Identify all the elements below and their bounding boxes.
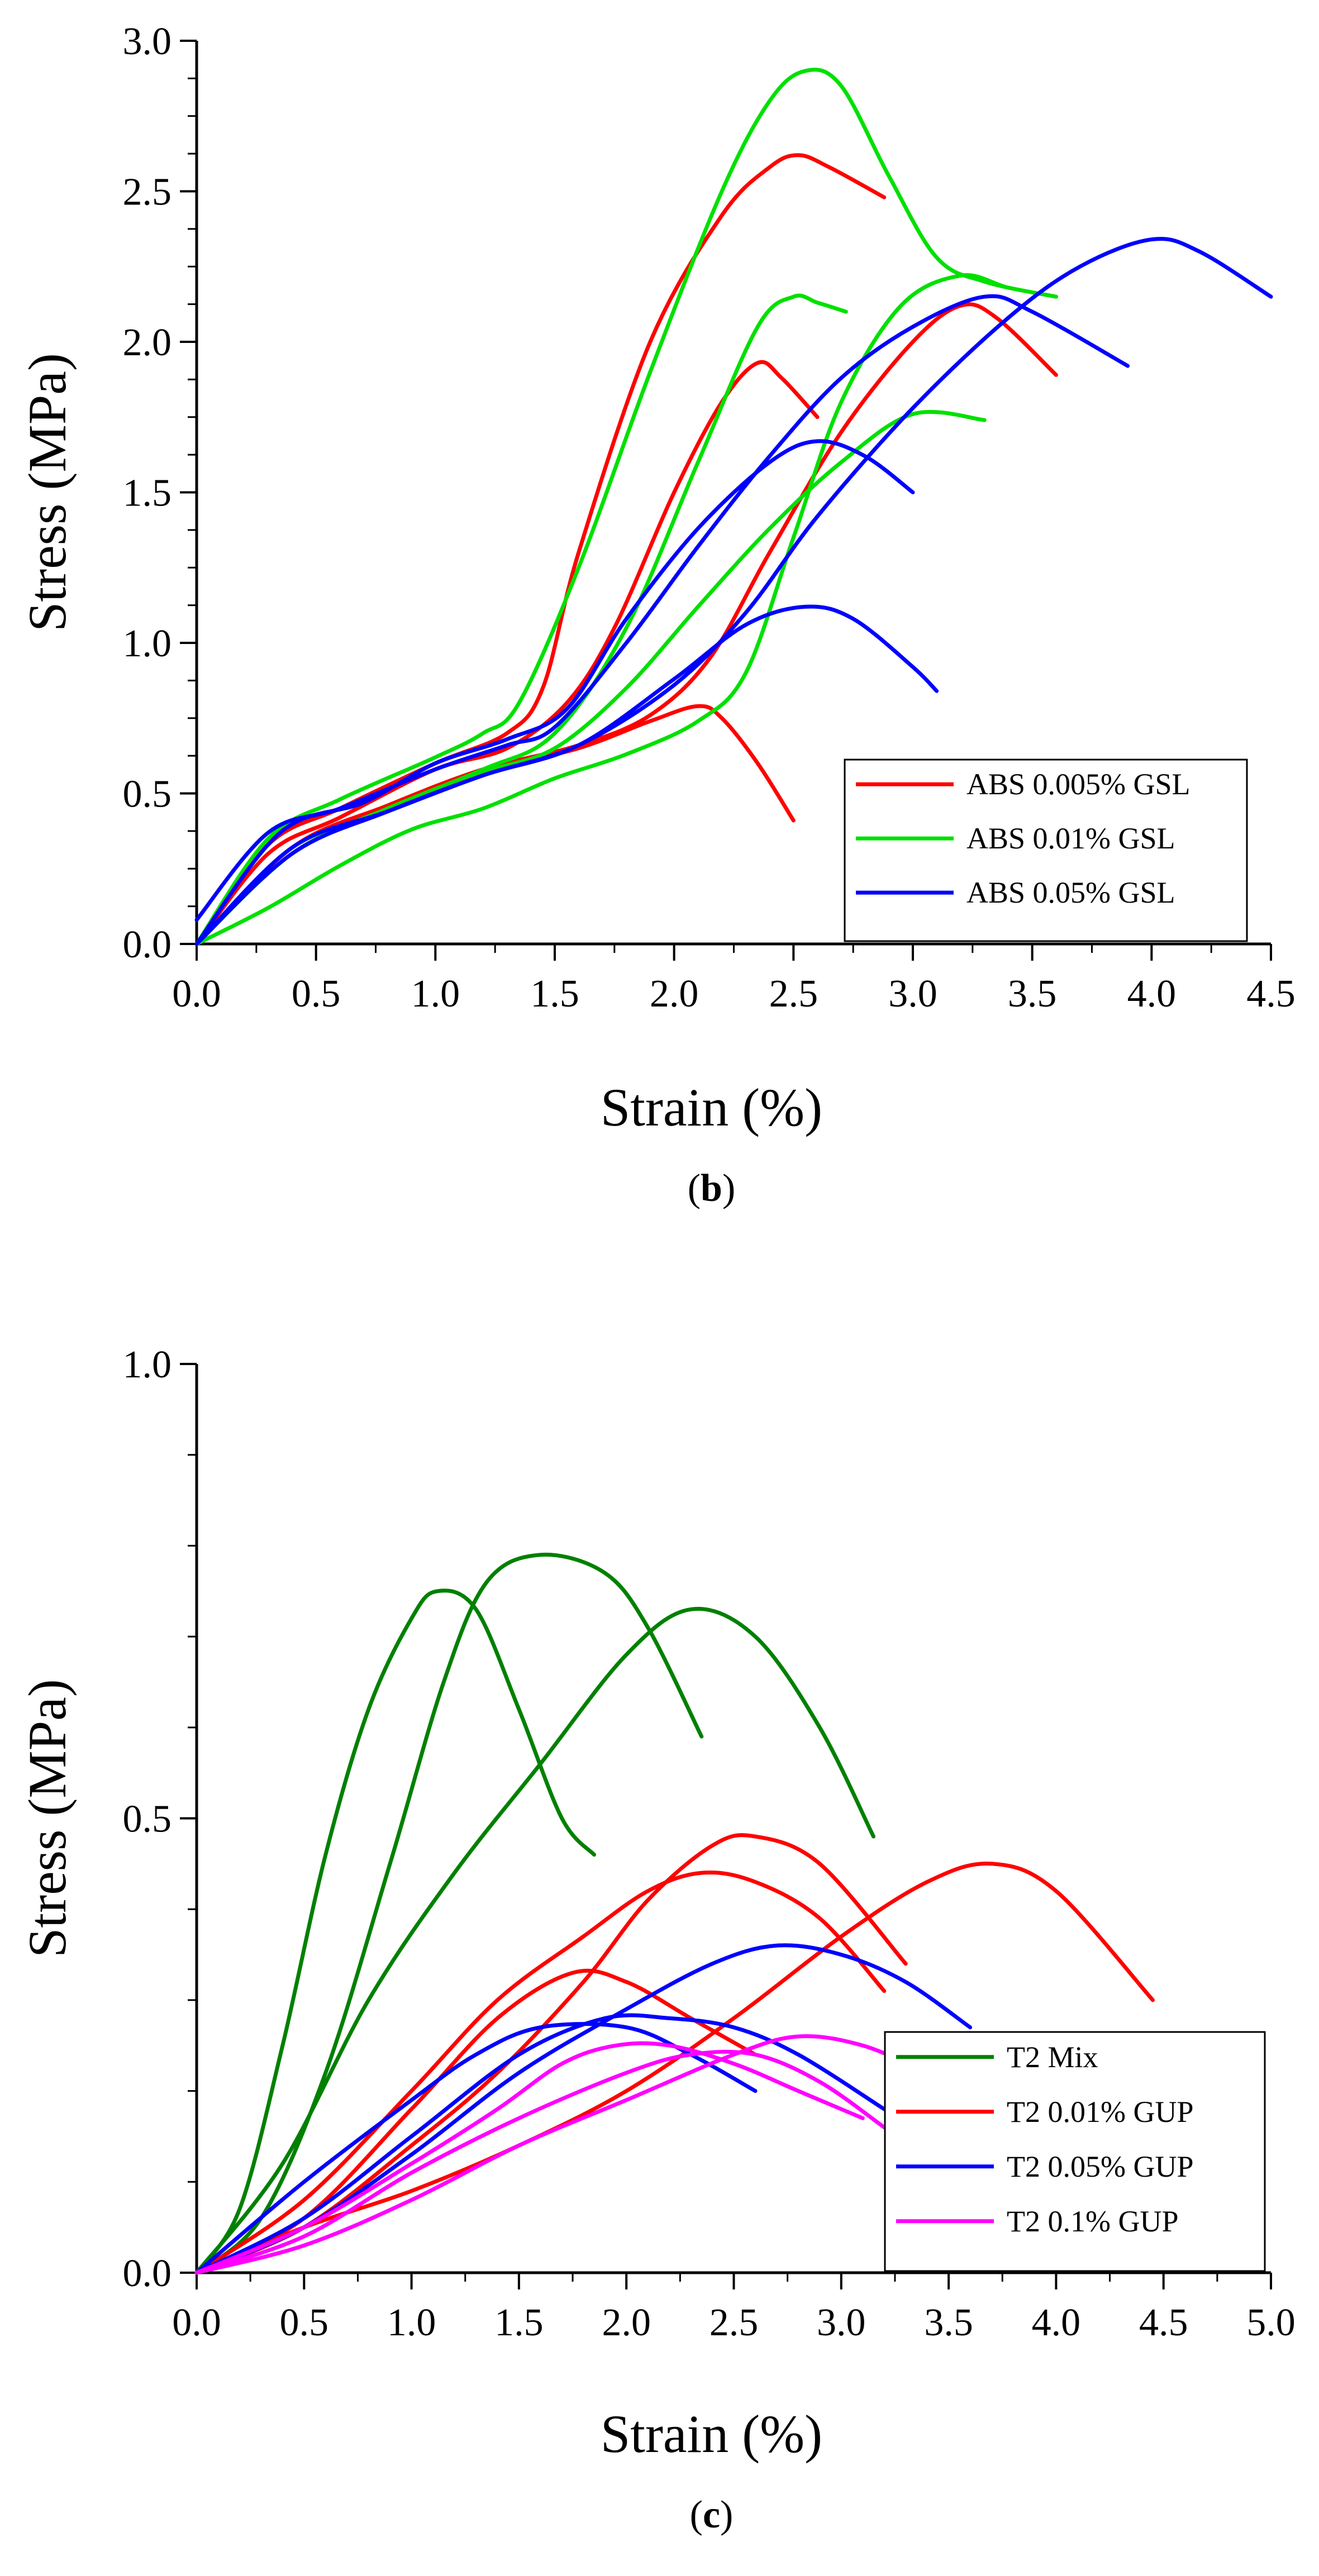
panel-label: (b) [688,1167,736,1210]
y-axis-title: Stress (MPa) [17,353,77,632]
y-tick-label: 0.5 [123,1798,172,1841]
legend-label: ABS 0.005% GSL [966,767,1191,801]
x-tick-label: 1.0 [411,972,460,1015]
legend-label: T2 Mix [1007,2040,1098,2074]
x-tick-label: 4.5 [1139,2301,1188,2344]
legend-box [884,2031,1266,2272]
legend-label: T2 0.01% GUP [1007,2095,1194,2129]
x-tick-label: 0.0 [172,972,221,1015]
x-tick-label: 4.0 [1032,2301,1081,2344]
series-line [194,302,1058,946]
y-tick-label: 3.0 [123,20,172,63]
series-line [194,68,1058,946]
x-tick-label: 2.5 [769,972,818,1015]
x-tick-label: 2.5 [710,2301,759,2344]
x-tick-label: 0.5 [292,972,341,1015]
y-tick-label: 2.0 [123,321,172,364]
y-tick-label: 0.0 [123,2252,172,2295]
x-tick-label: 4.0 [1127,972,1177,1015]
series-line [194,1606,875,2275]
x-tick-label: 0.5 [280,2301,329,2344]
legend-label: ABS 0.05% GSL [966,876,1175,909]
series-line [194,2041,865,2275]
panel-b-chart: 0.0 0.5 1.0 1.5 2.0 2.5 3.0 3.5 4.0 4.5 0.0 0.5 1.0 1… [17,20,1296,1210]
y-tick-label: 1.0 [123,622,172,665]
legend-label: T2 0.05% GUP [1007,2150,1194,2183]
x-axis-title: Strain (%) [601,1077,822,1137]
x-tick-label: 4.5 [1246,972,1296,1015]
series-line [194,2049,887,2275]
x-tick-label: 3.5 [924,2301,973,2344]
legend: T2 Mix T2 0.01% GUP T2 0.05% GUP T2 0.1% GU… [884,2031,1266,2272]
series-line [194,1552,704,2275]
series-line [194,2034,930,2275]
series-line [194,1870,887,2275]
x-tick-label: 1.5 [494,2301,544,2344]
legend-label: ABS 0.01% GSL [966,822,1175,855]
y-tick-label: 1.5 [123,472,172,515]
x-tick-label: 1.5 [530,972,579,1015]
x-tick-label: 3.5 [1008,972,1057,1015]
series-line [194,2013,887,2275]
y-axis-title: Stress (MPa) [17,1679,77,1958]
x-axis-title: Strain (%) [601,2404,822,2464]
series-line [194,153,887,946]
panel-c-chart: 0.0 0.5 1.0 1.5 2.0 2.5 3.0 3.5 4.0 4.5 5.0 0.0 0.5 1… [17,1343,1296,2536]
series-line [194,1588,596,2275]
x-tick-label: 5.0 [1246,2301,1296,2344]
y-tick-label: 0.0 [123,923,172,966]
y-tick-label: 0.5 [123,773,172,816]
x-tick-label: 1.0 [387,2301,436,2344]
series-line [194,294,1130,922]
legend-label: T2 0.1% GUP [1007,2205,1179,2238]
legend: ABS 0.005% GSL ABS 0.01% GSL ABS 0.05% GSL [844,759,1248,942]
x-tick-label: 3.0 [817,2301,866,2344]
x-tick-label: 3.0 [888,972,937,1015]
series-line [194,439,915,946]
legend-box [844,759,1248,942]
series-line [194,360,820,946]
x-tick-label: 0.0 [172,2301,221,2344]
x-tick-label: 2.0 [602,2301,651,2344]
series-line [194,273,1058,946]
panel-label: (c) [690,2493,734,2536]
y-tick-label: 2.5 [123,171,172,214]
y-tick-label: 1.0 [123,1343,172,1386]
series-line [194,604,939,946]
x-tick-label: 2.0 [650,972,699,1015]
series-line [194,237,1273,946]
